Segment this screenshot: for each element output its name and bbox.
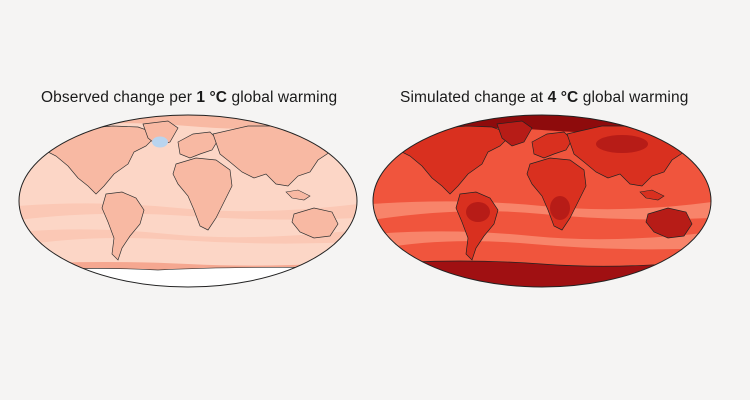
simulated-title-suffix: global warming bbox=[578, 89, 689, 106]
observed-warming-map bbox=[18, 114, 358, 288]
simulated-southern-band bbox=[373, 231, 711, 250]
observed-south-america bbox=[101, 191, 145, 261]
observed-africa bbox=[172, 157, 233, 231]
observed-title-suffix: global warming bbox=[227, 89, 338, 106]
simulated-europe bbox=[531, 131, 573, 159]
observed-antarctica bbox=[19, 266, 357, 287]
simulated-africa bbox=[526, 157, 587, 231]
simulated-title-prefix: Simulated change at bbox=[400, 89, 548, 106]
observed-indonesia bbox=[285, 189, 311, 201]
simulated-north-america bbox=[389, 125, 513, 195]
simulated-africa-hotspot bbox=[550, 196, 570, 220]
observed-cold-spot bbox=[152, 136, 168, 148]
observed-title-value: 1 °C bbox=[196, 89, 228, 106]
observed-panel-title: Observed change per 1 °C global warming bbox=[41, 89, 337, 107]
simulated-panel-title: Simulated change at 4 °C global warming bbox=[400, 89, 688, 107]
observed-greenland bbox=[142, 120, 179, 147]
observed-title-prefix: Observed change per bbox=[41, 89, 197, 106]
simulated-greenland bbox=[496, 120, 533, 147]
observed-southern-band bbox=[19, 229, 357, 246]
simulated-title-value: 4 °C bbox=[547, 89, 579, 106]
observed-europe bbox=[177, 131, 219, 159]
observed-north-america bbox=[35, 125, 159, 195]
simulated-warming-map bbox=[372, 114, 712, 288]
simulated-antarctica bbox=[373, 259, 711, 287]
simulated-amazon-hotspot bbox=[466, 202, 490, 222]
simulated-indonesia bbox=[639, 189, 665, 201]
simulated-asia-hotspot bbox=[596, 135, 648, 153]
observed-australia bbox=[291, 207, 339, 239]
simulated-australia bbox=[645, 207, 693, 239]
